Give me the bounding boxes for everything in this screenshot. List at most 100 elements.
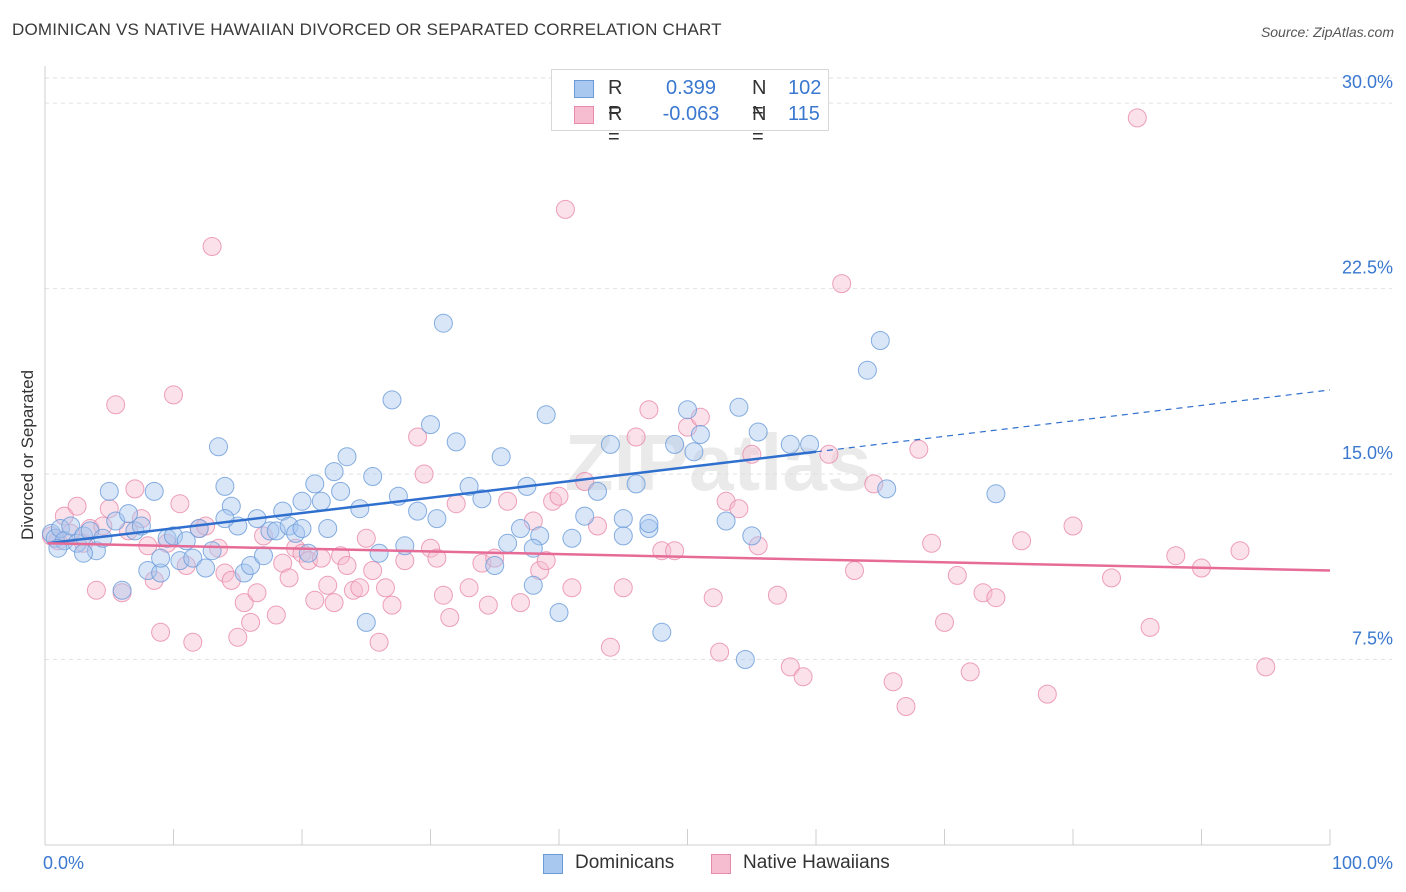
- r-value: 0.399: [665, 77, 717, 99]
- native-hawaiian-point: [896, 697, 916, 716]
- native-hawaiian-point: [626, 427, 646, 447]
- native-hawaiian-point: [318, 575, 338, 595]
- native-hawaiian-point: [600, 637, 620, 657]
- dominican-point: [324, 462, 344, 482]
- dominican-point: [311, 491, 331, 511]
- native-hawaiians-trend-line: [47, 542, 1331, 572]
- dominican-point: [800, 434, 820, 454]
- dominican-point: [298, 543, 318, 563]
- dominican-point: [857, 360, 877, 380]
- native-hawaiian-point: [498, 491, 518, 511]
- source-label: Source: ZipAtlas.com: [1260, 24, 1394, 40]
- dominican-point: [562, 528, 582, 548]
- native-hawaiian-point: [1140, 617, 1160, 637]
- native-hawaiian-point: [254, 526, 273, 546]
- native-hawaiian-point: [511, 593, 530, 613]
- native-hawaiian-point: [555, 199, 575, 219]
- native-hawaiian-point: [1166, 546, 1186, 566]
- r-value: -0.063: [662, 103, 720, 125]
- dominican-point: [652, 622, 672, 642]
- native-hawaiian-point: [793, 667, 813, 687]
- dominican-point: [241, 556, 261, 575]
- native-hawaiian-point: [588, 516, 607, 536]
- dominican-point: [74, 543, 93, 563]
- native-hawaiian-point: [883, 672, 903, 692]
- native-hawaiian-point: [131, 509, 151, 529]
- dominican-point: [491, 447, 511, 467]
- dominican-point: [99, 481, 119, 501]
- native-hawaiian-point: [99, 499, 119, 519]
- dominican-point: [318, 519, 338, 538]
- dominican-point: [678, 400, 697, 420]
- dominican-point: [144, 481, 164, 501]
- stats-legend: R = 0.399 N = 102 R = -0.063 N = 115: [551, 69, 829, 148]
- legend-label: Dominicans: [575, 852, 675, 873]
- native-hawaiian-point: [986, 588, 1006, 608]
- dominican-point: [684, 442, 704, 462]
- native-hawaiian-point: [960, 662, 980, 682]
- native-hawaiian-point: [86, 580, 106, 600]
- native-hawaiian-point: [356, 528, 376, 548]
- chart-title: DOMINICAN VS NATIVE HAWAIIAN DIVORCED OR…: [12, 20, 722, 39]
- dominican-point: [189, 519, 209, 538]
- native-hawaiian-point: [382, 595, 402, 615]
- dominican-point: [530, 526, 550, 546]
- dominican-point: [536, 405, 556, 425]
- dominican-point: [292, 491, 312, 511]
- native-hawaiian-point: [703, 588, 723, 608]
- native-hawaiian-point: [331, 546, 351, 566]
- native-hawaiian-point: [144, 570, 164, 590]
- native-hawaiian-point: [1012, 531, 1032, 551]
- dominicans-legend-swatch: [543, 854, 563, 874]
- dominican-point: [215, 476, 235, 496]
- dominican-point: [498, 533, 518, 553]
- dominican-point: [742, 526, 762, 546]
- native-hawaiian-point: [1127, 108, 1147, 128]
- native-hawaiian-point: [1063, 516, 1083, 536]
- native-hawaiians-swatch: [574, 106, 594, 124]
- dominican-point: [421, 415, 440, 435]
- native-hawaiian-point: [845, 561, 864, 580]
- native-hawaiian-point: [543, 491, 563, 511]
- native-hawaiian-point: [54, 506, 74, 526]
- dominican-point: [196, 558, 216, 578]
- native-hawaiian-point: [241, 612, 261, 632]
- dominican-point: [877, 479, 897, 499]
- r-label: R =: [608, 77, 623, 122]
- tick-labels: 7.5% 15.0% 22.5% 30.0% 0.0% 100.0%: [43, 72, 1393, 873]
- native-hawaiian-point: [973, 583, 993, 603]
- dominican-point: [61, 516, 81, 536]
- dominican-point: [870, 331, 890, 350]
- native-hawaiian-point: [67, 496, 87, 516]
- dominican-point: [523, 575, 543, 595]
- native-hawaiian-point: [549, 486, 569, 506]
- dominican-point: [575, 506, 595, 526]
- data-points: [41, 108, 1276, 716]
- native-hawaiian-point: [228, 627, 248, 647]
- native-hawaiian-point: [832, 274, 852, 294]
- n-label: N =: [752, 103, 767, 148]
- native-hawaiian-point: [183, 632, 203, 652]
- dominican-point: [260, 521, 280, 541]
- native-hawaiian-point: [748, 536, 768, 556]
- dominican-point: [119, 504, 138, 524]
- native-hawaiian-point: [478, 595, 498, 615]
- native-hawaiian-point: [935, 612, 954, 632]
- legend-label: Native Hawaiians: [743, 852, 890, 873]
- r-label: R =: [608, 103, 623, 148]
- native-hawaiian-point: [864, 474, 884, 494]
- native-hawaiian-point: [665, 541, 685, 561]
- native-hawaiian-point: [459, 578, 479, 598]
- dominican-point: [183, 548, 203, 568]
- native-hawaiian-point: [337, 556, 357, 575]
- native-hawaiian-point: [1102, 568, 1121, 588]
- dominican-point: [350, 499, 370, 519]
- y-axis-label: Divorced or Separated: [18, 370, 37, 540]
- dominican-point: [292, 519, 312, 538]
- native-hawaiian-point: [710, 642, 730, 662]
- dominican-point: [331, 481, 351, 501]
- native-hawaiian-point: [170, 494, 190, 514]
- dominican-point: [286, 523, 306, 543]
- dominican-point: [472, 489, 492, 509]
